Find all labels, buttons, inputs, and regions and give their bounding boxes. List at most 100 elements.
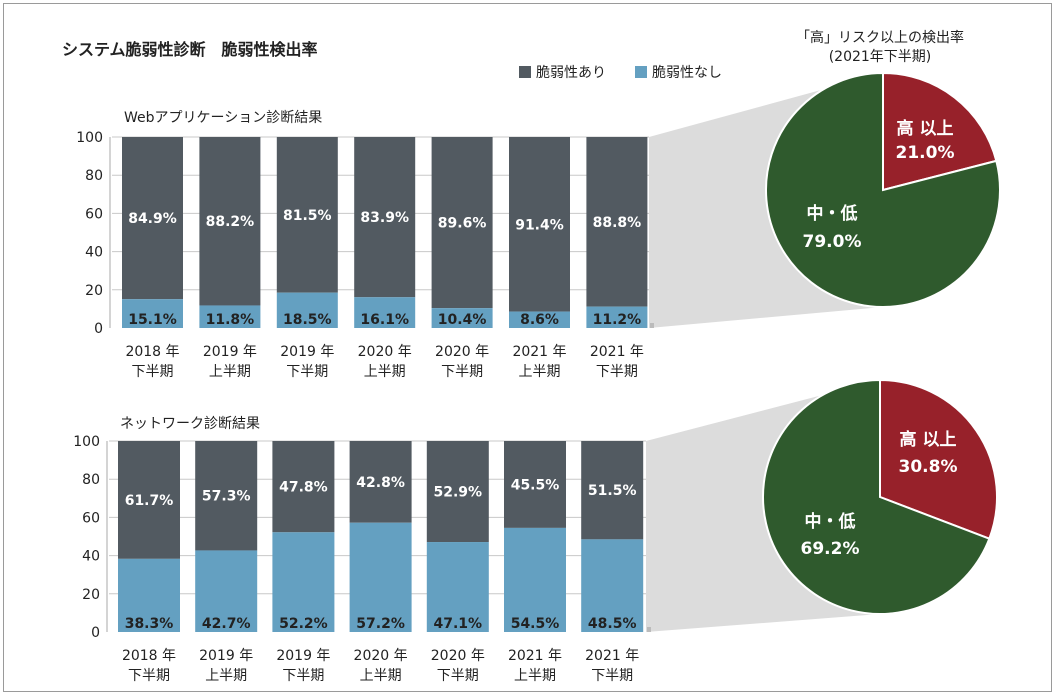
network-ytick-label: 0 — [91, 625, 100, 641]
web-chart-title: Webアプリケーション診断結果 — [124, 110, 322, 126]
web-bar-vuln — [354, 137, 416, 298]
web-category-half: 上半期 — [209, 364, 251, 380]
web-label-novuln: 18.5% — [283, 312, 332, 328]
network-category-half: 上半期 — [514, 668, 556, 684]
web-pie-slice-high — [882, 71, 998, 192]
network-bar-novuln — [504, 527, 566, 632]
web-label-novuln: 15.1% — [128, 312, 177, 328]
network-ytick-label: 60 — [82, 510, 100, 526]
legend: 脆弱性あり 脆弱性なし — [519, 64, 722, 81]
network-category-half: 下半期 — [437, 668, 479, 684]
web-pie-chart: 高 以上 21.0% 中・低 79.0% — [765, 71, 1001, 308]
web-label-novuln: 16.1% — [360, 312, 409, 328]
web-ytick-label: 100 — [76, 130, 103, 146]
network-bar-vuln — [426, 441, 489, 543]
legend-swatch-vuln — [519, 66, 531, 78]
web-pie-slice-midlow — [765, 71, 1001, 308]
network-label-novuln: 38.3% — [125, 616, 174, 632]
web-label-vuln: 83.9% — [360, 210, 409, 226]
network-label-vuln: 52.9% — [434, 485, 483, 501]
network-label-novuln: 52.2% — [279, 616, 328, 632]
web-bar-novuln — [276, 292, 338, 328]
web-bar-novuln — [199, 305, 261, 328]
network-category-year: 2019 年 — [199, 648, 253, 664]
network-label-vuln: 47.8% — [279, 480, 328, 496]
network-category-half: 下半期 — [282, 668, 324, 684]
web-bar-vuln — [122, 137, 183, 300]
web-category-year: 2020 年 — [435, 344, 489, 360]
web-bar-vuln — [586, 137, 648, 307]
network-label-vuln: 61.7% — [125, 493, 174, 509]
web-label-novuln: 8.6% — [520, 312, 559, 328]
web-label-novuln: 10.4% — [438, 312, 487, 328]
network-ytick-label: 20 — [82, 587, 100, 603]
network-pie-chart: 高 以上 30.8% 中・低 69.2% — [762, 378, 998, 615]
network-bar-vuln — [195, 441, 258, 551]
network-label-novuln: 47.1% — [434, 616, 483, 632]
web-label-novuln: 11.8% — [206, 312, 255, 328]
network-bar-chart: ネットワーク診断結果 0 20 40 60 80 100 61.7% 38.3% 2018 年下半… — [73, 416, 651, 684]
network-bar-vuln — [118, 441, 180, 559]
web-bar-vuln — [509, 137, 570, 312]
network-bar-novuln — [349, 522, 412, 632]
network-bar-vuln — [272, 441, 335, 533]
web-ytick-label: 40 — [85, 245, 103, 261]
web-bar-vuln — [431, 137, 493, 309]
web-category-half: 上半期 — [519, 364, 561, 380]
network-category-year: 2018 年 — [122, 648, 176, 664]
web-pie-label-name: 高 以上 — [897, 118, 954, 139]
network-pie-slice-midlow — [762, 378, 991, 615]
web-bar-vuln — [276, 137, 338, 293]
network-bar-novuln — [581, 539, 644, 632]
network-bar-novuln — [118, 558, 180, 632]
network-bar-vuln — [349, 441, 412, 523]
pie-header-line2: (2021年下半期) — [829, 49, 932, 65]
web-category-year: 2018 年 — [125, 344, 179, 360]
web-label-vuln: 81.5% — [283, 208, 332, 224]
web-bar-vuln — [199, 137, 261, 306]
web-ytick-label: 20 — [85, 283, 103, 299]
network-category-half: 上半期 — [205, 668, 247, 684]
network-ytick-label: 40 — [82, 549, 100, 565]
network-pie-label-value: 30.8% — [899, 457, 958, 477]
web-category-half: 下半期 — [132, 364, 174, 380]
web-axis-marker — [650, 323, 654, 328]
legend-swatch-novuln — [635, 66, 647, 78]
network-axis-marker — [647, 627, 651, 632]
web-label-vuln: 88.8% — [593, 215, 642, 231]
network-bar-novuln — [272, 532, 335, 632]
pie-header-line1: 「高」リスク以上の検出率 — [796, 29, 964, 46]
network-label-vuln: 45.5% — [511, 477, 560, 493]
figure-border — [3, 3, 1052, 692]
network-category-year: 2021 年 — [508, 648, 562, 664]
network-category-year: 2020 年 — [431, 648, 485, 664]
web-label-vuln: 88.2% — [206, 214, 255, 230]
web-bar-novuln — [509, 311, 570, 328]
network-bar-novuln — [426, 542, 489, 632]
web-label-vuln: 91.4% — [515, 217, 564, 233]
web-category-half: 上半期 — [364, 364, 406, 380]
network-category-half: 下半期 — [591, 668, 633, 684]
web-bar-novuln — [354, 297, 416, 328]
web-ytick-label: 60 — [85, 206, 103, 222]
network-category-year: 2021 年 — [585, 648, 639, 664]
web-category-year: 2020 年 — [358, 344, 412, 360]
network-label-vuln: 42.8% — [356, 475, 405, 491]
network-category-year: 2020 年 — [354, 648, 408, 664]
web-pie-label-value: 79.0% — [803, 232, 862, 252]
network-category-year: 2019 年 — [276, 648, 330, 664]
network-ytick-label: 100 — [73, 434, 100, 450]
network-label-novuln: 54.5% — [511, 616, 560, 632]
web-pie-label-name: 中・低 — [807, 203, 858, 224]
web-label-novuln: 11.2% — [593, 312, 642, 328]
network-bar-vuln — [581, 441, 644, 540]
network-ytick-label: 80 — [82, 472, 100, 488]
network-label-novuln: 42.7% — [202, 616, 251, 632]
web-label-vuln: 89.6% — [438, 216, 487, 232]
web-label-vuln: 84.9% — [128, 211, 177, 227]
web-category-half: 下半期 — [286, 364, 328, 380]
network-category-half: 上半期 — [360, 668, 402, 684]
network-bar-novuln — [195, 550, 258, 632]
web-bar-novuln — [431, 308, 493, 328]
web-bar-novuln — [122, 299, 183, 328]
